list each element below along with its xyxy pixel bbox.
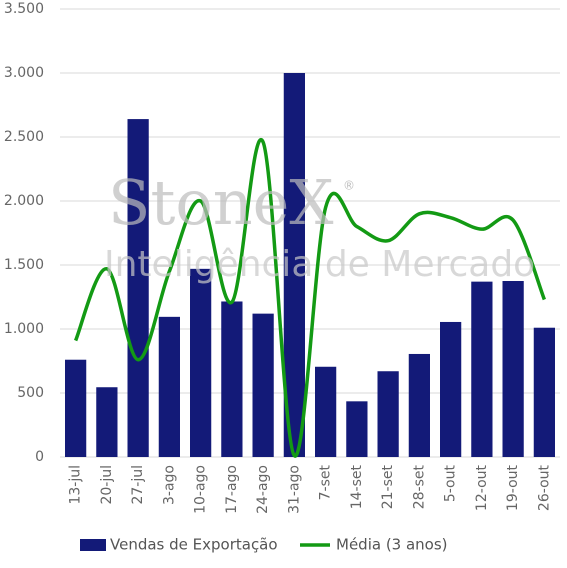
- legend-label: Vendas de Exportação: [110, 536, 278, 554]
- legend-swatch: [80, 539, 106, 551]
- bar: [190, 268, 212, 457]
- x-tick-label: 10-ago: [193, 465, 209, 514]
- x-tick-label: 24-ago: [255, 465, 271, 514]
- x-tick-label: 31-ago: [286, 465, 302, 514]
- x-tick-label: 5-out: [443, 464, 459, 502]
- y-tick-label: 1.000: [4, 321, 44, 337]
- x-tick-label: 19-out: [505, 464, 521, 511]
- x-tick-label: 12-out: [474, 464, 490, 511]
- legend-label: Média (3 anos): [336, 536, 448, 554]
- bar: [158, 316, 180, 457]
- bar: [408, 353, 430, 457]
- legend: Vendas de Exportação Média (3 anos): [80, 536, 448, 554]
- bar: [440, 321, 462, 457]
- bar: [252, 313, 274, 457]
- watermark-mark: ®: [343, 179, 355, 193]
- x-tick-label: 21-set: [380, 464, 396, 509]
- watermark-brand: StoneX: [108, 166, 333, 239]
- y-tick-label: 500: [17, 385, 44, 401]
- y-tick-label: 0: [35, 449, 44, 465]
- watermark-tagline: Inteligência de Mercado: [104, 244, 535, 285]
- bar: [221, 301, 243, 457]
- bar: [96, 387, 118, 457]
- bar: [471, 281, 493, 457]
- plot: 0 500 1.000 1.500 2.000 2.500 3.000 3.500 13-jul…: [4, 1, 560, 514]
- bar: [315, 366, 337, 457]
- bar: [65, 359, 87, 457]
- y-tick-label: 3.500: [4, 1, 44, 17]
- x-tick-label: 17-ago: [224, 465, 240, 514]
- line: [74, 137, 547, 458]
- bar: [533, 327, 555, 457]
- x-tick-label: 27-jul: [130, 465, 146, 505]
- bar: [127, 119, 149, 457]
- x-tick-label: 13-jul: [68, 465, 84, 505]
- x-tick-label: 3-ago: [161, 465, 177, 505]
- y-tick-label: 3.000: [4, 65, 44, 81]
- x-tick-label: 20-jul: [99, 465, 115, 505]
- x-tick-label: 14-set: [349, 464, 365, 509]
- bar: [377, 371, 399, 457]
- x-tick-label: 26-out: [536, 464, 552, 511]
- x-tick-label: 7-set: [318, 464, 334, 500]
- bar: [346, 401, 368, 457]
- bar: [502, 281, 524, 457]
- y-tick-label: 1.500: [4, 257, 44, 273]
- x-tick-label: 28-set: [411, 464, 427, 509]
- y-tick-label: 2.500: [4, 129, 44, 145]
- y-tick-label: 2.000: [4, 193, 44, 209]
- bar: [283, 73, 305, 457]
